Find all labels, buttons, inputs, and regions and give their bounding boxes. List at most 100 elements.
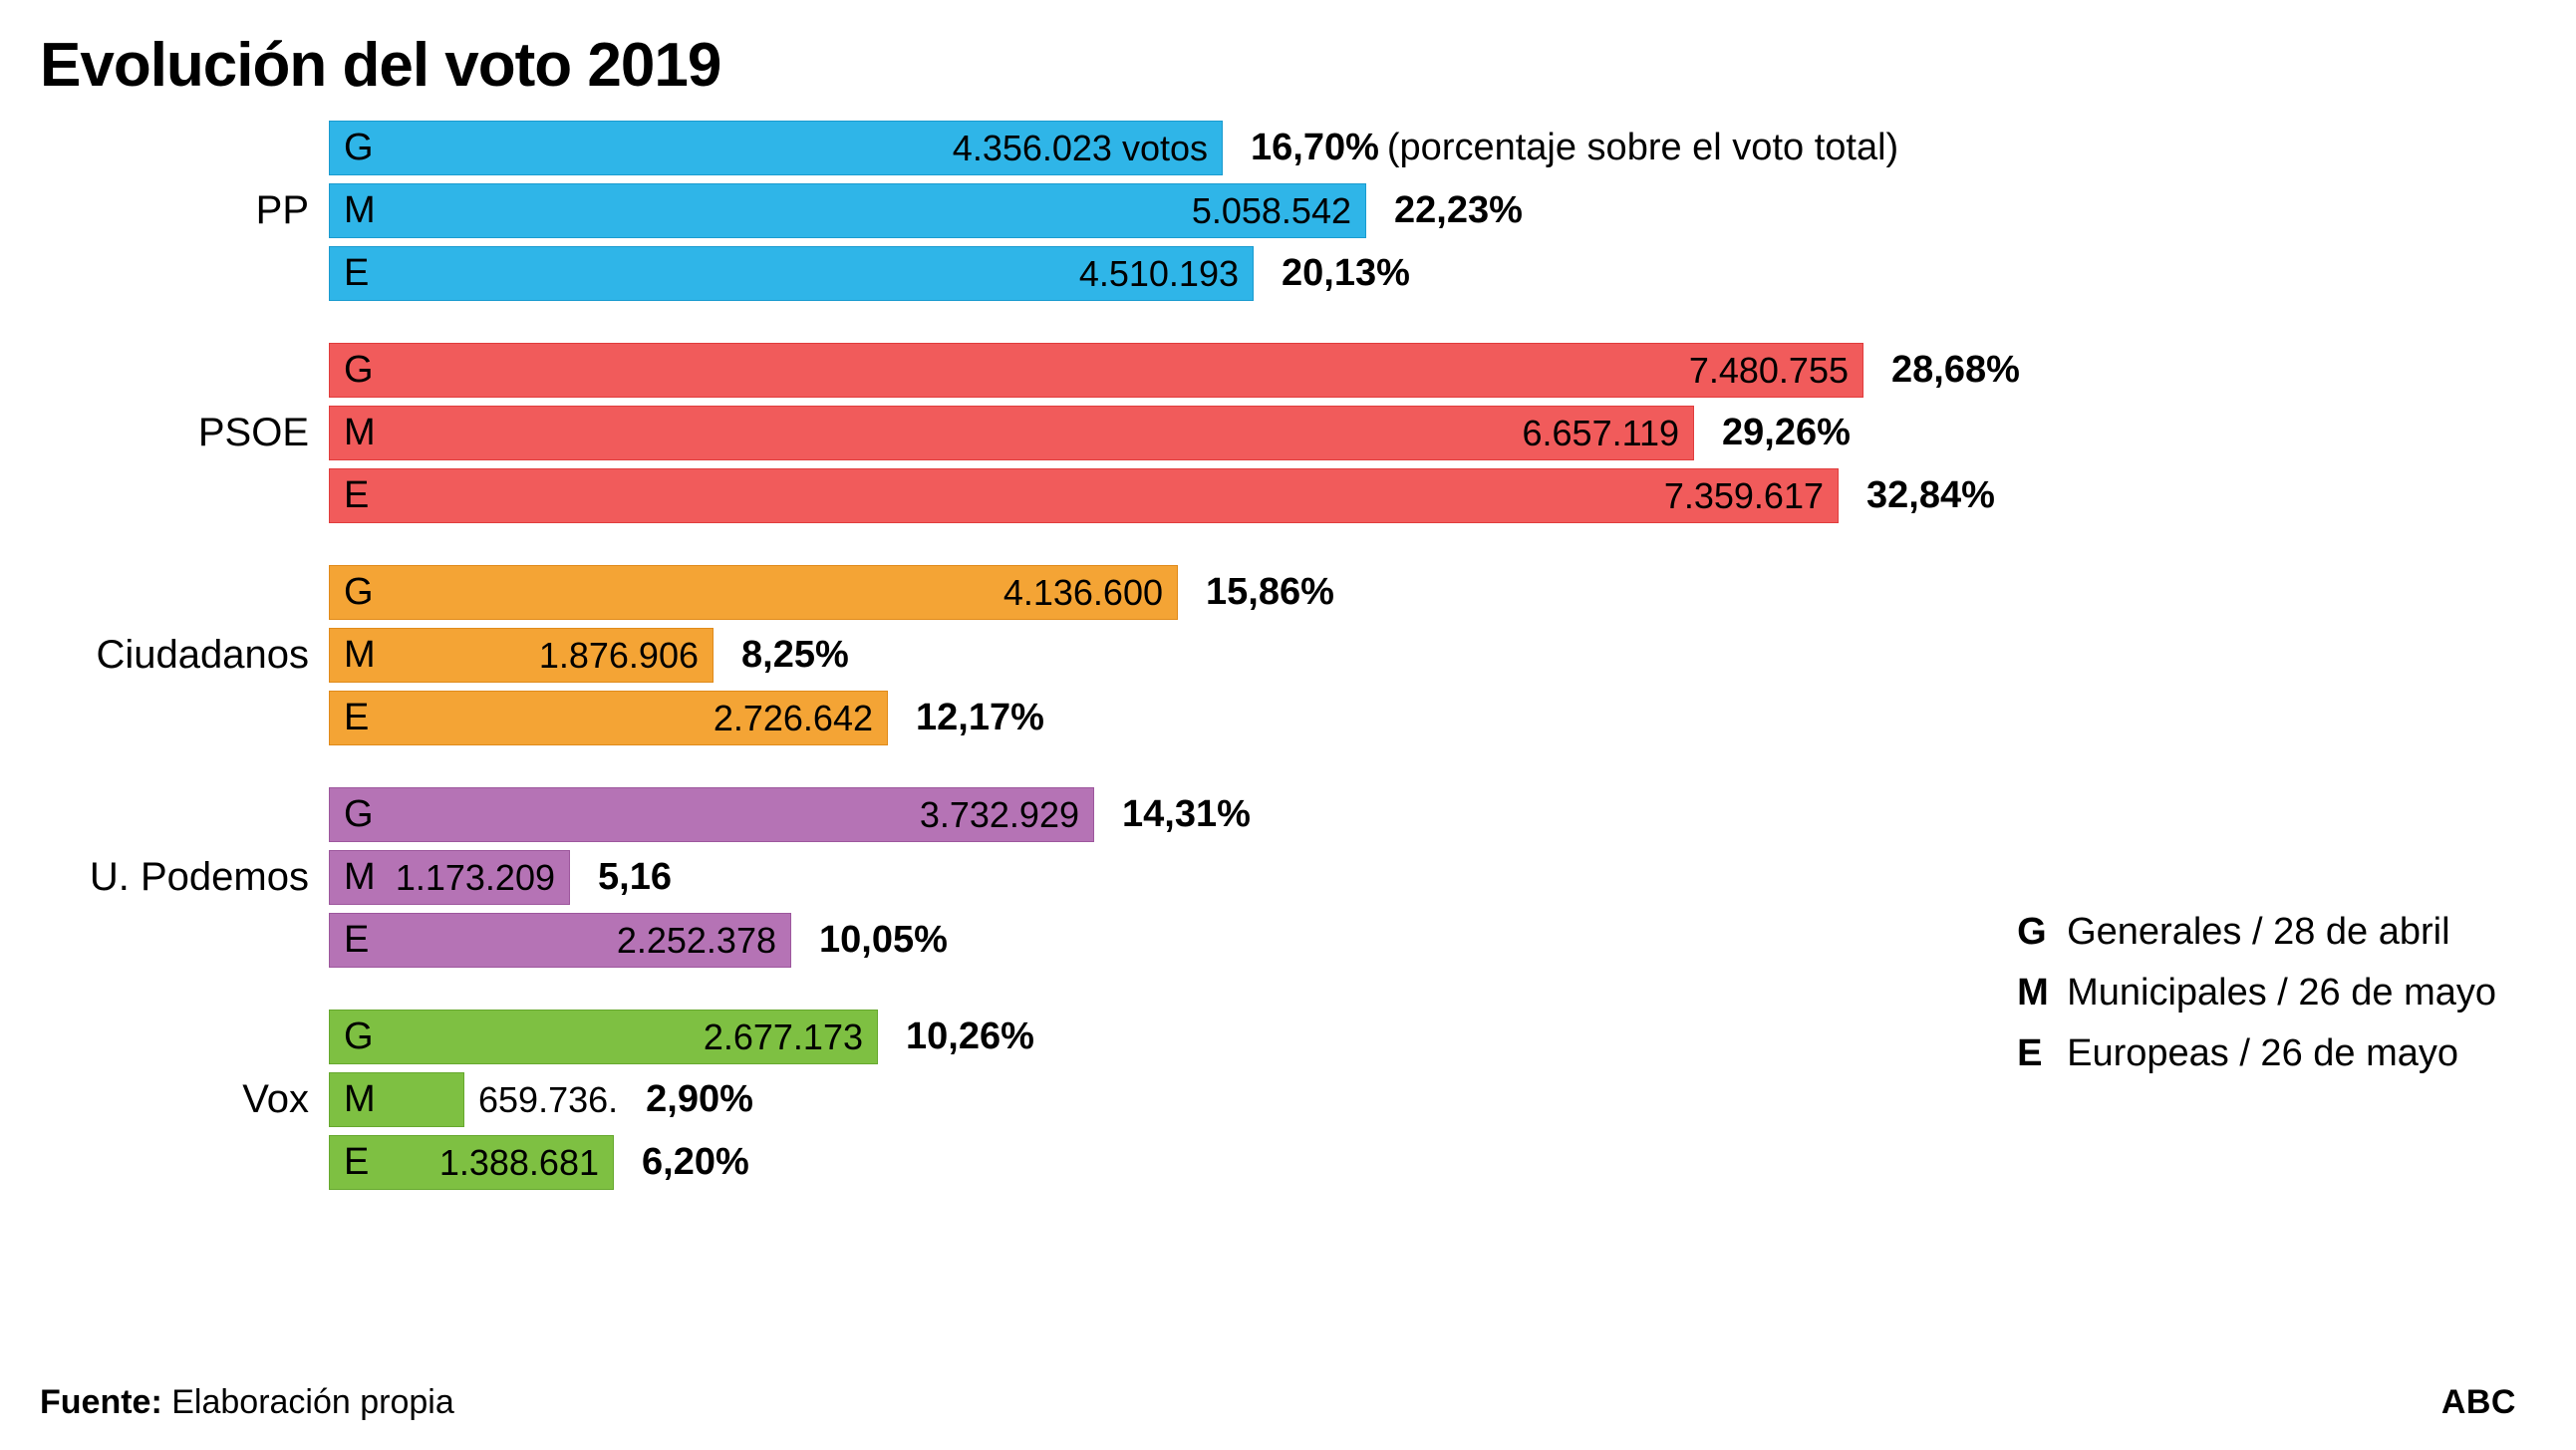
bar-value: 5.058.542: [1192, 190, 1351, 232]
bar-letter: G: [330, 349, 374, 392]
bar-row: G 4.356.023 votos 16,70%(porcentaje sobre …: [329, 121, 2516, 175]
legend-row: GGenerales / 28 de abril: [2017, 902, 2496, 963]
bar: G 3.732.929: [329, 787, 1094, 842]
party-label: Vox: [40, 1077, 329, 1122]
legend-key: M: [2017, 963, 2067, 1023]
bar-row: M 1.876.906 8,25%: [329, 628, 2516, 683]
bar-value: 1.388.681: [439, 1142, 599, 1184]
bar-row: G 4.136.600 15,86%: [329, 565, 2516, 620]
bar: E 2.252.378: [329, 913, 791, 968]
bar-percentage: 5,16: [598, 856, 672, 899]
bar-percentage: 2,90%: [646, 1078, 753, 1121]
bar: E 2.726.642: [329, 691, 888, 745]
bar: M 1.173.209: [329, 850, 570, 905]
footer-brand: ABC: [2441, 1383, 2516, 1422]
bar: E 7.359.617: [329, 468, 1839, 523]
bar-percentage: 14,31%: [1122, 793, 1251, 836]
legend-key: G: [2017, 902, 2067, 963]
footer: Fuente: Elaboración propia ABC: [40, 1383, 2516, 1422]
party-block-ciudadanos: CiudadanosG 4.136.600 15,86% M 1.876.906 8,25…: [40, 565, 2516, 745]
bar-letter: M: [330, 634, 376, 677]
bar-row: G 7.480.755 28,68%: [329, 343, 2516, 398]
bar-row: M 6.657.119 29,26%: [329, 406, 2516, 460]
bar-value: 1.876.906: [539, 635, 699, 677]
bar-percentage: 10,26%: [906, 1015, 1034, 1058]
bar-letter: E: [330, 919, 369, 962]
legend-row: EEuropeas / 26 de mayo: [2017, 1023, 2496, 1084]
bar: G 4.136.600: [329, 565, 1178, 620]
bar-letter: E: [330, 1141, 369, 1184]
bar-value: 2.726.642: [714, 698, 873, 739]
bar: G 2.677.173: [329, 1010, 878, 1064]
party-block-pp: PPG 4.356.023 votos 16,70%(porcentaje sobr…: [40, 121, 2516, 301]
chart-container: Evolución del voto 2019 PPG4.356.023 vot…: [0, 0, 2576, 1450]
legend-key: E: [2017, 1023, 2067, 1084]
bar: G 4.356.023 votos: [329, 121, 1223, 175]
footer-source-label: Fuente:: [40, 1383, 162, 1421]
bar-percentage: 12,17%: [916, 697, 1044, 739]
party-label: PP: [40, 188, 329, 233]
bar-letter: E: [330, 252, 369, 295]
bar-value: 4.356.023 votos: [953, 128, 1208, 169]
bar-percentage: 28,68%: [1891, 349, 2020, 392]
legend: GGenerales / 28 de abrilMMunicipales / 2…: [2017, 902, 2496, 1083]
bar-letter: M: [330, 189, 376, 232]
bar: E 4.510.193: [329, 246, 1254, 301]
bar-value: 1.173.209: [396, 857, 555, 899]
bar-row: E 7.359.617 32,84%: [329, 468, 2516, 523]
bars-column: G 4.356.023 votos 16,70%(porcentaje sobre …: [329, 121, 2516, 301]
legend-text: Europeas / 26 de mayo: [2067, 1023, 2458, 1084]
party-label: PSOE: [40, 411, 329, 455]
bar: M 6.657.119: [329, 406, 1694, 460]
party-block-psoe: PSOEG 7.480.755 28,68% M 6.657.119 29,26% E 7.3…: [40, 343, 2516, 523]
bar-percentage: 22,23%: [1394, 189, 1523, 232]
footer-source: Fuente: Elaboración propia: [40, 1383, 454, 1422]
bar-letter: M: [330, 1078, 376, 1121]
bar-percentage: 29,26%: [1722, 412, 1851, 454]
percentage-note: (porcentaje sobre el voto total): [1387, 127, 1898, 169]
bar: M 1.876.906: [329, 628, 714, 683]
bar: E 1.388.681: [329, 1135, 614, 1190]
legend-text: Generales / 28 de abril: [2067, 902, 2449, 963]
bar-percentage: 15,86%: [1206, 571, 1334, 614]
bar-row: M 1.173.209 5,16: [329, 850, 2516, 905]
bar-letter: G: [330, 793, 374, 836]
bar-letter: G: [330, 127, 374, 169]
bar-letter: G: [330, 1015, 374, 1058]
bar-percentage: 20,13%: [1282, 252, 1410, 295]
bar-percentage: 8,25%: [741, 634, 849, 677]
bar-row: G 3.732.929 14,31%: [329, 787, 2516, 842]
bars-column: G 7.480.755 28,68% M 6.657.119 29,26% E 7.359.6…: [329, 343, 2516, 523]
bar-value: 7.480.755: [1689, 350, 1849, 392]
bar-row: E 1.388.681 6,20%: [329, 1135, 2516, 1190]
footer-source-value: Elaboración propia: [171, 1383, 454, 1421]
bar-percentage: 10,05%: [819, 919, 948, 962]
bar-percentage: 16,70%: [1251, 127, 1379, 169]
bar-value: 7.359.617: [1664, 475, 1824, 517]
bar-row: E 2.726.642 12,17%: [329, 691, 2516, 745]
bar: M: [329, 1072, 464, 1127]
bar-value: 2.252.378: [617, 920, 776, 962]
bar: M 5.058.542: [329, 183, 1366, 238]
bar-value: 4.136.600: [1003, 572, 1163, 614]
bar: G 7.480.755: [329, 343, 1863, 398]
bar-letter: M: [330, 412, 376, 454]
bar-percentage: 32,84%: [1866, 474, 1995, 517]
bar-value: 6.657.119: [1523, 413, 1679, 454]
bar-value: 4.510.193: [1079, 253, 1239, 295]
party-label: U. Podemos: [40, 855, 329, 900]
legend-row: MMunicipales / 26 de mayo: [2017, 963, 2496, 1023]
bar-value: 2.677.173: [704, 1016, 863, 1058]
bar-letter: G: [330, 571, 374, 614]
bar-letter: M: [330, 856, 376, 899]
party-label: Ciudadanos: [40, 633, 329, 678]
legend-text: Municipales / 26 de mayo: [2067, 963, 2496, 1023]
bar-letter: E: [330, 474, 369, 517]
bar-value: 659.736.: [478, 1079, 618, 1121]
bar-row: E 4.510.193 20,13%: [329, 246, 2516, 301]
bar-letter: E: [330, 697, 369, 739]
bar-value: 3.732.929: [920, 794, 1079, 836]
bar-percentage: 6,20%: [642, 1141, 749, 1184]
bar-row: M 5.058.542 22,23%: [329, 183, 2516, 238]
bars-column: G 4.136.600 15,86% M 1.876.906 8,25% E 2.726.64…: [329, 565, 2516, 745]
